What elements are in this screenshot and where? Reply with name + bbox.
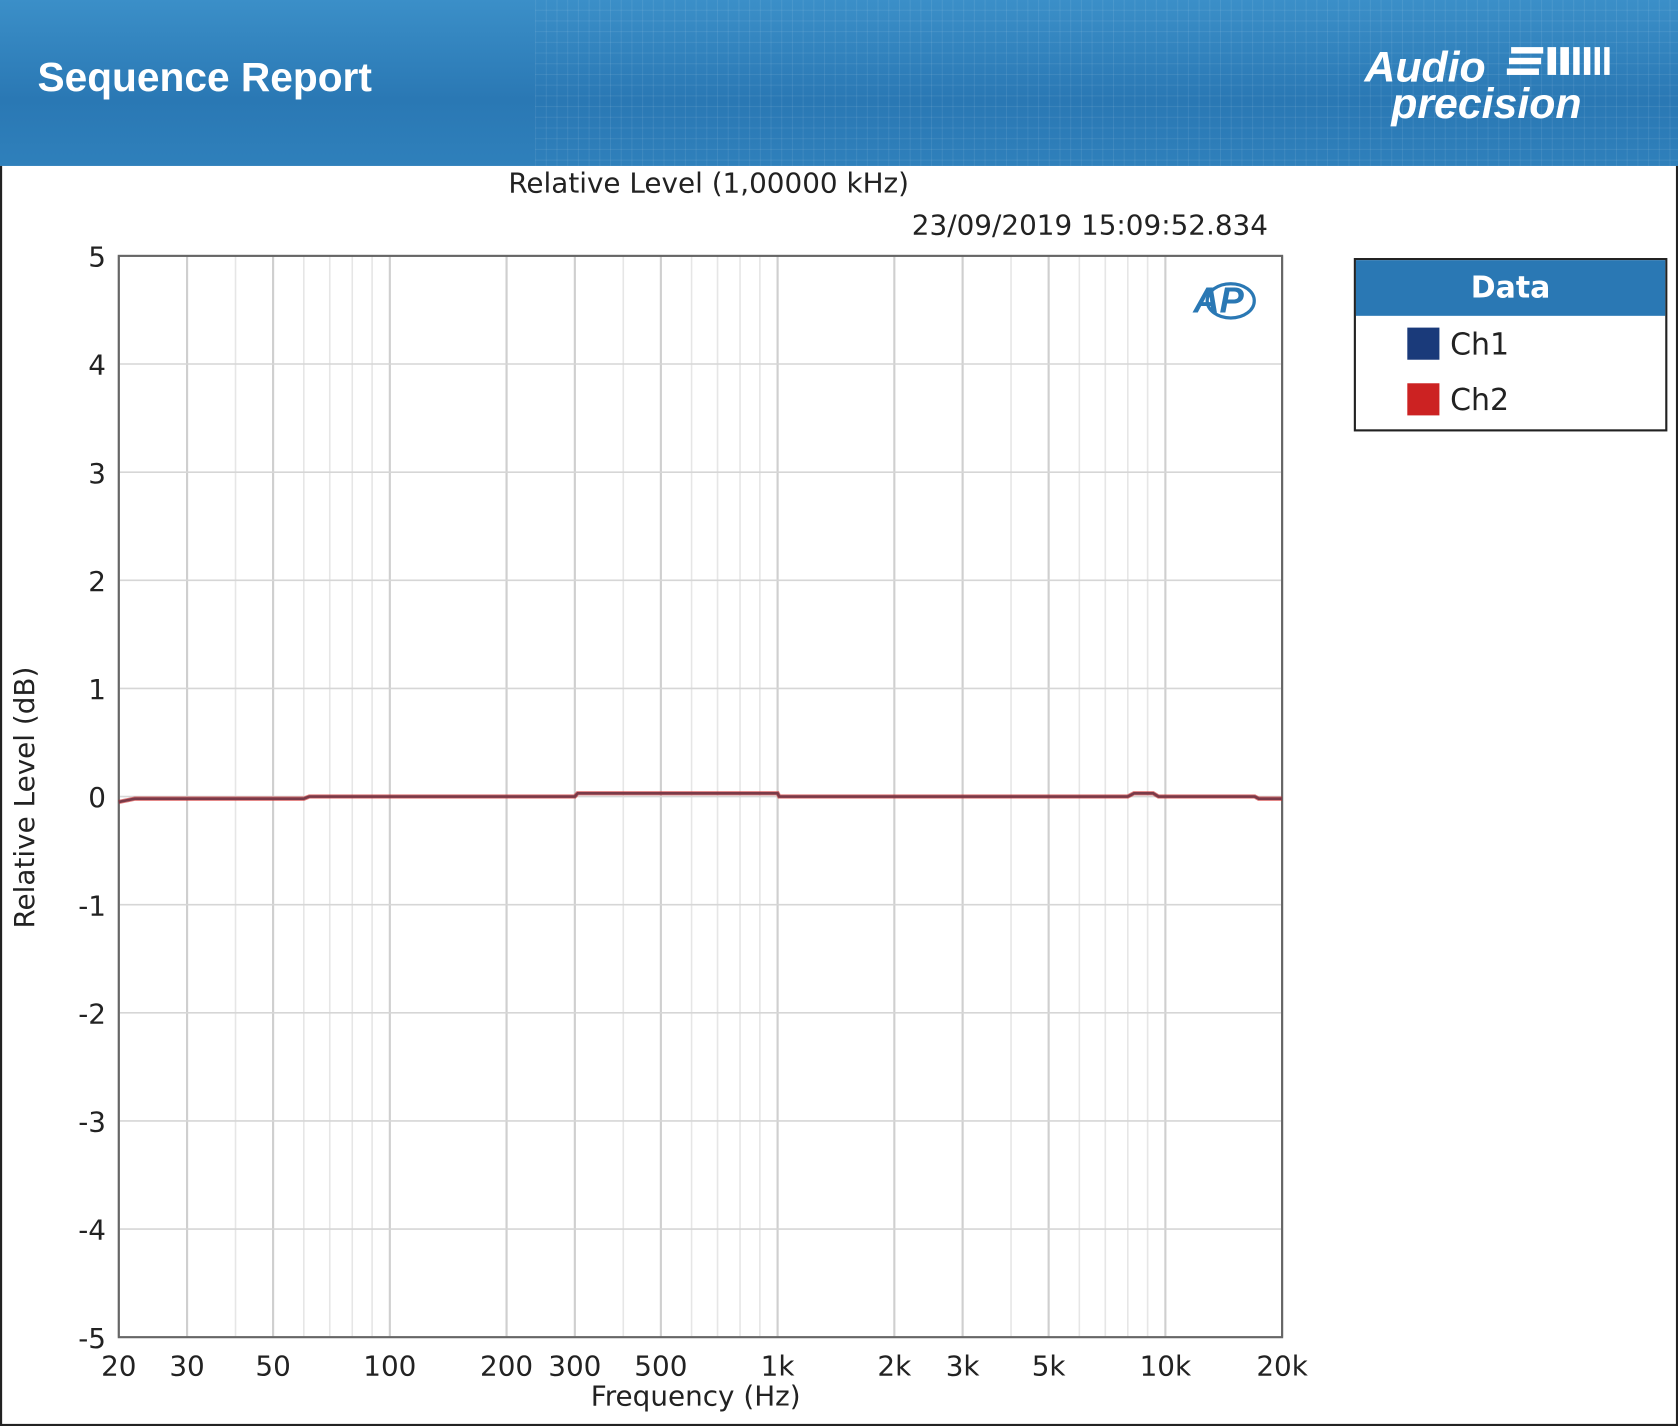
y-tick-label: -2 <box>78 997 106 1030</box>
ap-watermark-ring <box>1205 282 1256 320</box>
x-tick-label: 1k <box>761 1350 796 1383</box>
x-tick-label: 500 <box>634 1350 687 1383</box>
y-tick-label: -5 <box>78 1322 106 1355</box>
x-tick-label: 5k <box>1032 1350 1067 1383</box>
report-frame <box>0 165 1678 1426</box>
y-tick-label: 3 <box>88 457 106 490</box>
x-tick-label: 100 <box>363 1350 416 1383</box>
report-header: Sequence Report Audio precision <box>0 0 1678 166</box>
series-line-ch1 <box>118 791 1283 804</box>
svg-text:Audio: Audio <box>1364 43 1486 91</box>
x-tick-label: 20 <box>101 1350 136 1383</box>
legend-swatch <box>1407 327 1440 360</box>
x-tick-label: 3k <box>946 1350 981 1383</box>
y-tick-label: -3 <box>78 1106 106 1139</box>
y-tick-label: 1 <box>88 673 106 706</box>
header-pattern <box>535 0 1678 166</box>
legend-swatch <box>1407 383 1440 416</box>
legend-label: Ch1 <box>1450 325 1510 362</box>
y-tick-label: 0 <box>88 781 106 814</box>
legend: Data Ch1 Ch2 <box>1353 258 1668 432</box>
y-tick-label: -1 <box>78 889 106 922</box>
legend-title: Data <box>1355 260 1666 316</box>
chart-timestamp: 23/09/2019 15:09:52.834 <box>911 209 1268 242</box>
y-tick-label: 2 <box>88 565 106 598</box>
chart-title: Relative Level (1,00000 kHz) <box>508 168 909 201</box>
legend-label: Ch2 <box>1450 381 1510 417</box>
x-tick-label: 200 <box>480 1350 533 1383</box>
x-tick-label: 300 <box>548 1350 601 1383</box>
x-tick-label: 30 <box>169 1350 204 1383</box>
legend-item-ch1: Ch1 <box>1356 316 1665 372</box>
x-tick-label: 20k <box>1256 1350 1308 1383</box>
y-tick-label: 5 <box>88 241 106 274</box>
report-title: Sequence Report <box>37 55 372 101</box>
y-tick-label: -4 <box>78 1214 106 1247</box>
legend-item-ch2: Ch2 <box>1356 371 1665 427</box>
svg-text:precision: precision <box>1390 80 1581 127</box>
x-axis-label: Frequency (Hz) <box>590 1381 801 1414</box>
x-tick-label: 2k <box>877 1350 912 1383</box>
audio-precision-logo: Audio precision <box>1364 43 1610 127</box>
x-tick-label: 50 <box>255 1350 290 1383</box>
x-tick-label: 10k <box>1140 1350 1192 1383</box>
y-tick-label: 4 <box>88 349 106 382</box>
plot-border <box>117 254 1284 1339</box>
